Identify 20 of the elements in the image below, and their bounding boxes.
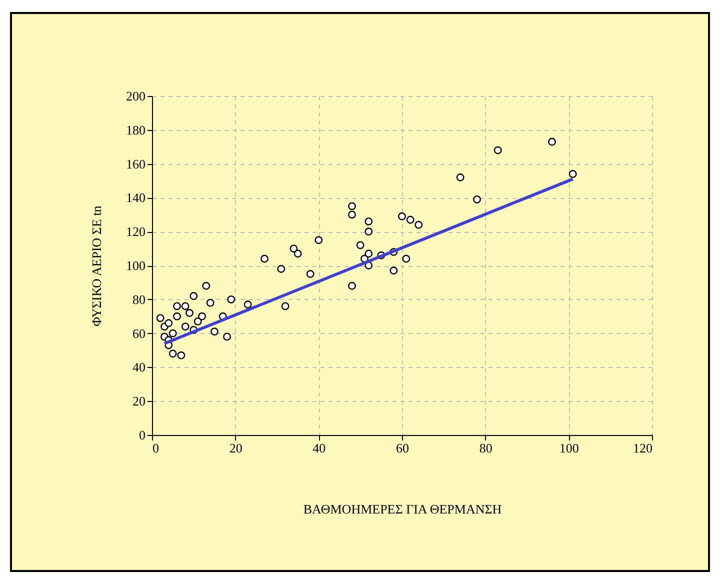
- y-tick-label: 80: [132, 292, 146, 307]
- y-tick-label: 0: [139, 428, 146, 442]
- x-tick-label: 40: [312, 440, 326, 456]
- y-tick-label: 140: [126, 190, 146, 206]
- y-tick-label: 200: [126, 88, 146, 104]
- x-tick-label: 100: [559, 440, 579, 456]
- y-tick-label: 160: [126, 156, 146, 172]
- x-tick-label: 60: [396, 440, 409, 456]
- y-tick-label: 20: [132, 394, 146, 409]
- x-tick-label: 80: [479, 440, 492, 456]
- y-tick-label: 40: [132, 360, 146, 375]
- y-tick-label: 180: [126, 122, 146, 138]
- x-tick-label: 20: [229, 440, 242, 456]
- y-axis-title: ΦΥΣΙΚΟ ΑΕΡΙΟ ΣΕ tn: [89, 205, 104, 326]
- x-axis-title: ΒΑΘΜΟΗΜΕΡΕΣ ΓΙΑ ΘΕΡΜΑΝΣΗ: [303, 502, 502, 516]
- x-tick-label: 120: [633, 440, 652, 456]
- y-tick-label: 120: [126, 224, 146, 240]
- y-tick-label: 60: [132, 326, 146, 341]
- y-tick-label: 100: [126, 258, 146, 273]
- x-tick-label: 0: [152, 440, 159, 456]
